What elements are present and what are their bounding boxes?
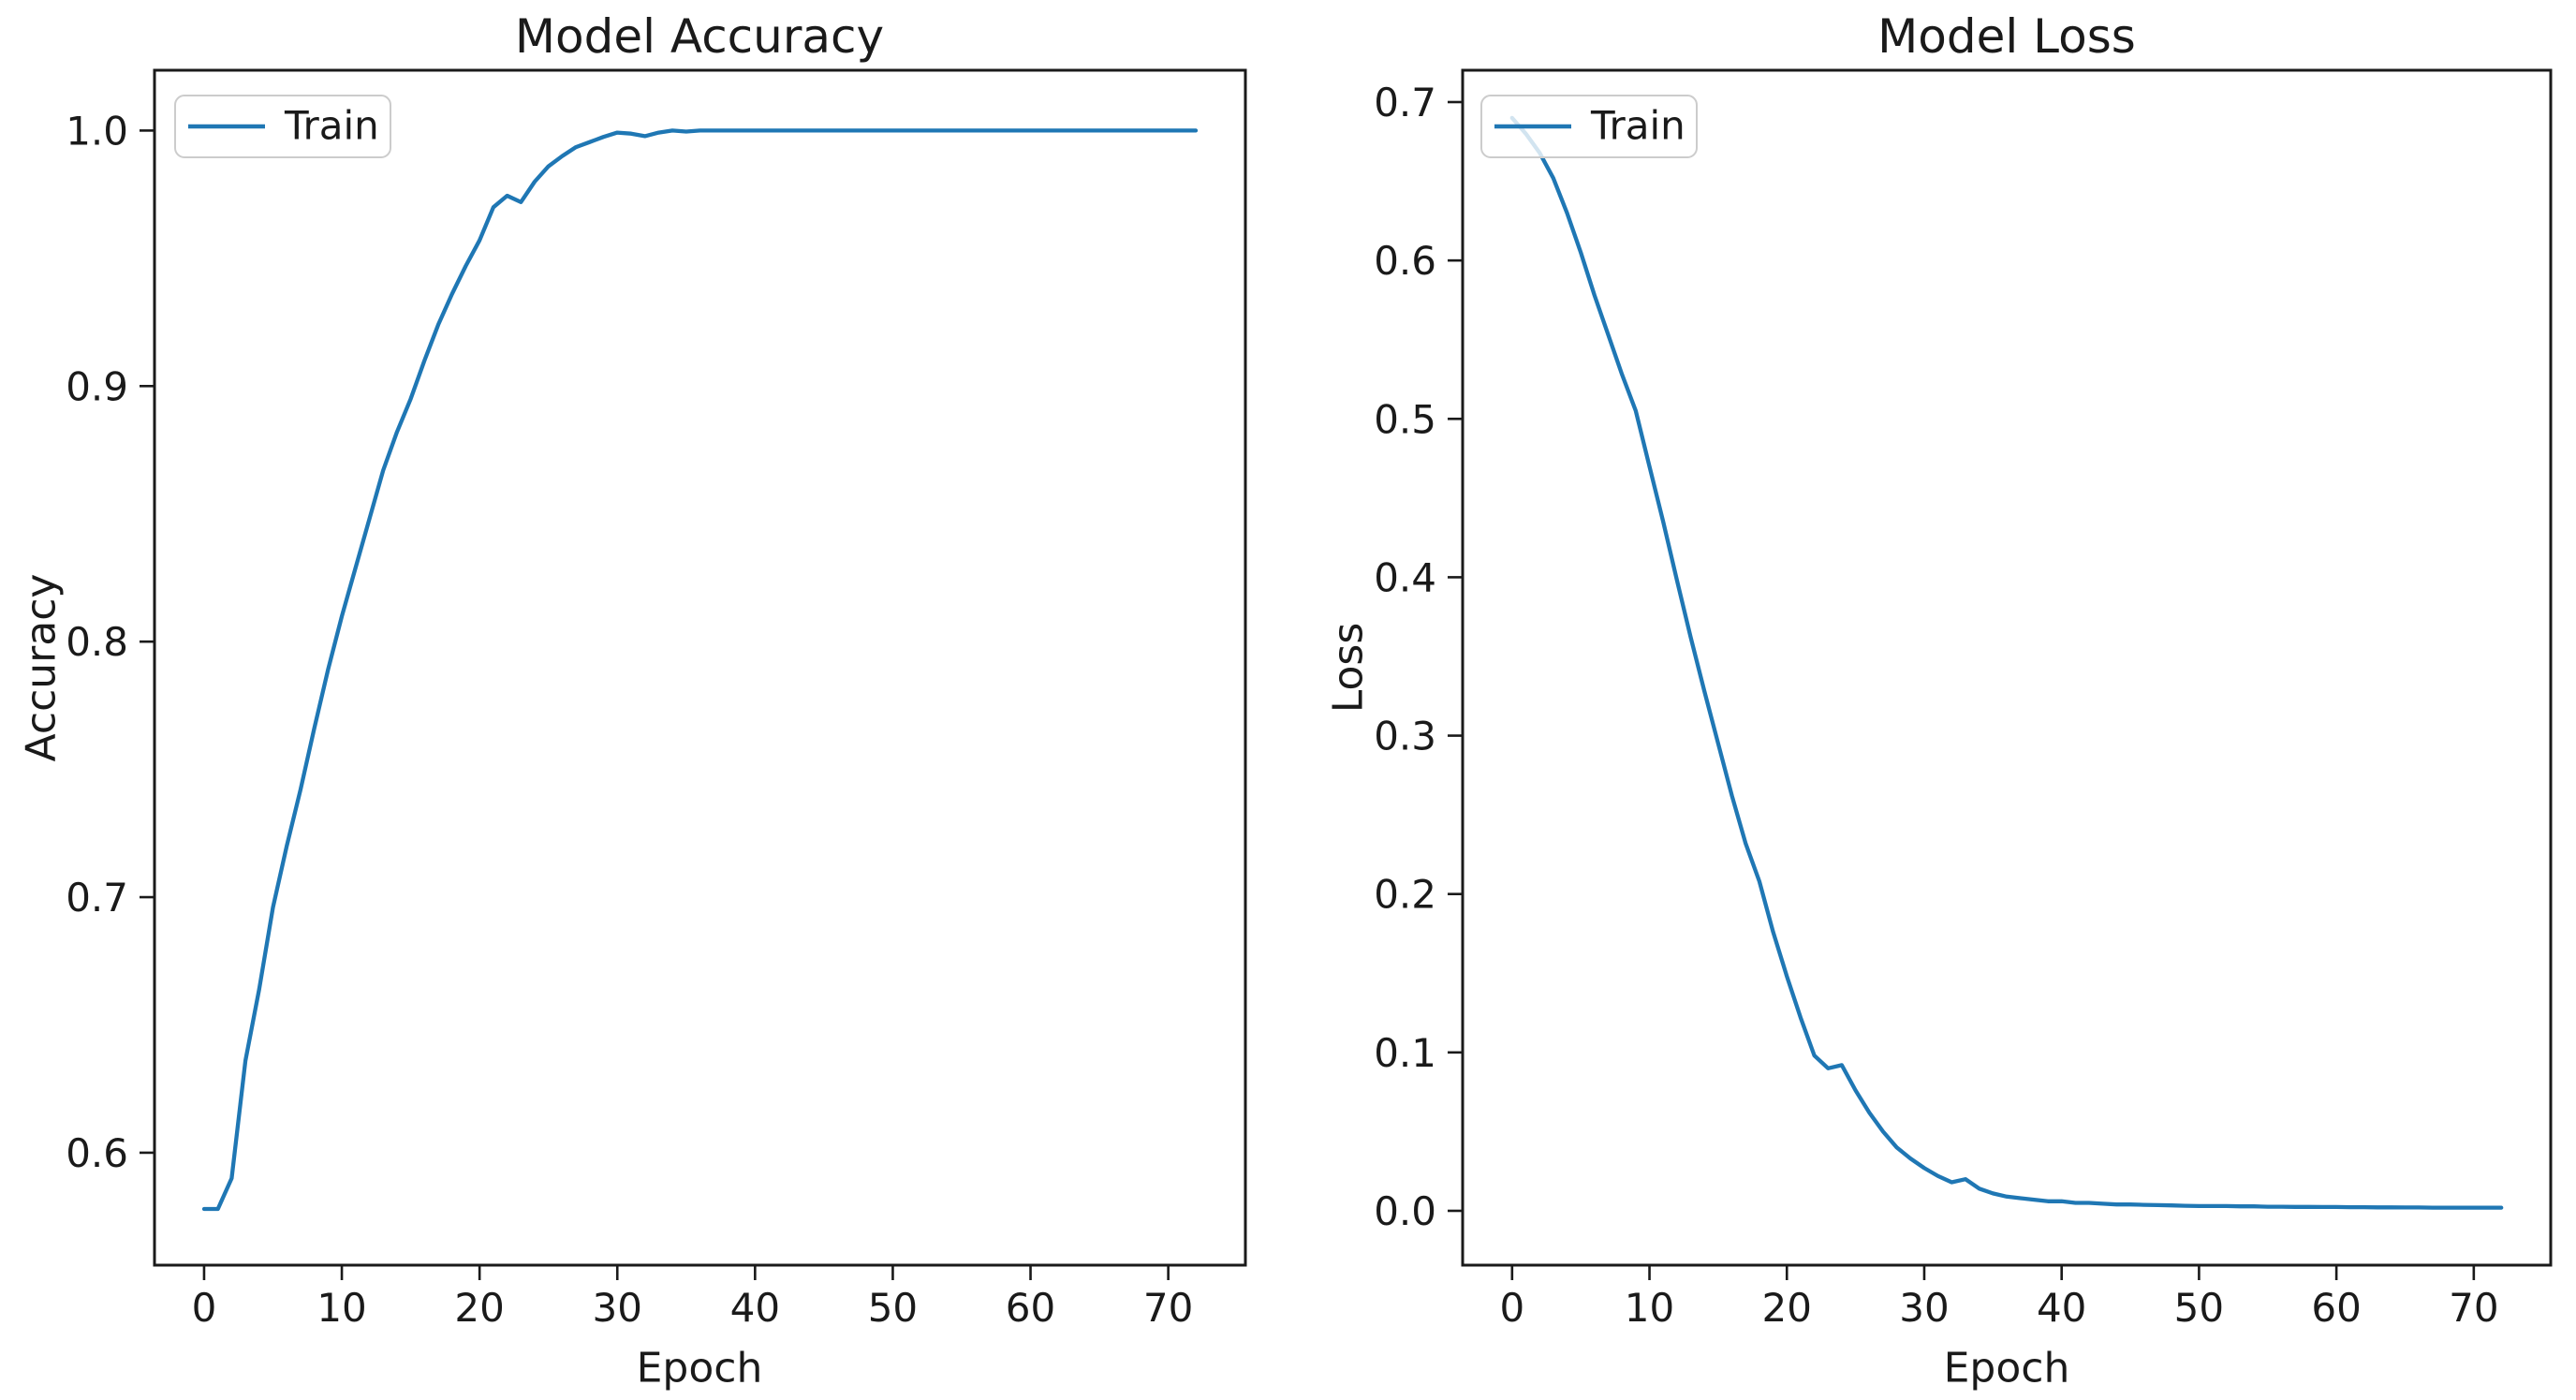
- x-tick-label: 30: [1899, 1285, 1949, 1331]
- x-tick-label: 60: [1006, 1285, 1055, 1331]
- y-tick-label: 0.4: [1374, 554, 1436, 600]
- chart-title-loss: Model Loss: [1877, 9, 2136, 64]
- chart-title-accuracy: Model Accuracy: [514, 9, 885, 64]
- y-tick-label: 0.1: [1374, 1030, 1436, 1076]
- x-tick-label: 10: [316, 1285, 366, 1331]
- x-axis-label-loss: Epoch: [1943, 1344, 2070, 1393]
- chart-model-accuracy: 0 10 20 30 40 50 60 70 0.6 0.7 0.8 0.9 1.0: [66, 68, 1247, 1331]
- y-tick-label: 0.6: [66, 1130, 128, 1176]
- y-tick-label: 0.2: [1374, 872, 1436, 918]
- x-tick-label: 70: [1143, 1285, 1193, 1331]
- y-tick-label: 0.9: [66, 363, 128, 409]
- x-tick-label: 30: [593, 1285, 642, 1331]
- legend-box: [174, 95, 391, 158]
- x-tick-label: 0: [192, 1285, 217, 1331]
- y-tick-label: 0.8: [66, 619, 128, 665]
- x-tick-label: 10: [1625, 1285, 1674, 1331]
- legend-box: [1480, 95, 1698, 158]
- legend-entry-train-accuracy: Train: [285, 102, 379, 149]
- x-tick-label: 0: [1499, 1285, 1524, 1331]
- y-tick-label: 0.7: [1374, 80, 1436, 125]
- y-tick-label: 0.7: [66, 875, 128, 921]
- plot-border: [1461, 68, 2553, 1267]
- series-line-train: [201, 128, 1199, 1212]
- x-tick-label: 20: [1762, 1285, 1812, 1331]
- x-tick-label: 60: [2311, 1285, 2361, 1331]
- y-tick-label: 0.0: [1374, 1188, 1436, 1234]
- y-axis-label-accuracy: Accuracy: [17, 573, 66, 762]
- y-tick-label: 1.0: [66, 108, 128, 154]
- legend-entry-train-loss: Train: [1591, 102, 1685, 149]
- plot-border: [153, 68, 1247, 1267]
- x-tick-label: 50: [868, 1285, 918, 1331]
- y-tick-label: 0.3: [1374, 714, 1436, 759]
- x-axis-label-accuracy: Epoch: [636, 1344, 763, 1393]
- chart-model-loss: 0 10 20 30 40 50 60 70 0.0 0.1 0.2 0.3 0.4 0.5 0.6 0.7: [1374, 68, 2553, 1331]
- x-tick-label: 70: [2449, 1285, 2498, 1331]
- y-tick-label: 0.6: [1374, 238, 1436, 284]
- x-tick-label: 20: [454, 1285, 504, 1331]
- y-axis-label-loss: Loss: [1324, 622, 1373, 714]
- series-line-train: [1509, 115, 2504, 1210]
- y-tick-label: 0.5: [1374, 396, 1436, 442]
- x-tick-label: 40: [730, 1285, 780, 1331]
- x-tick-label: 40: [2037, 1285, 2086, 1331]
- x-tick-label: 50: [2174, 1285, 2224, 1331]
